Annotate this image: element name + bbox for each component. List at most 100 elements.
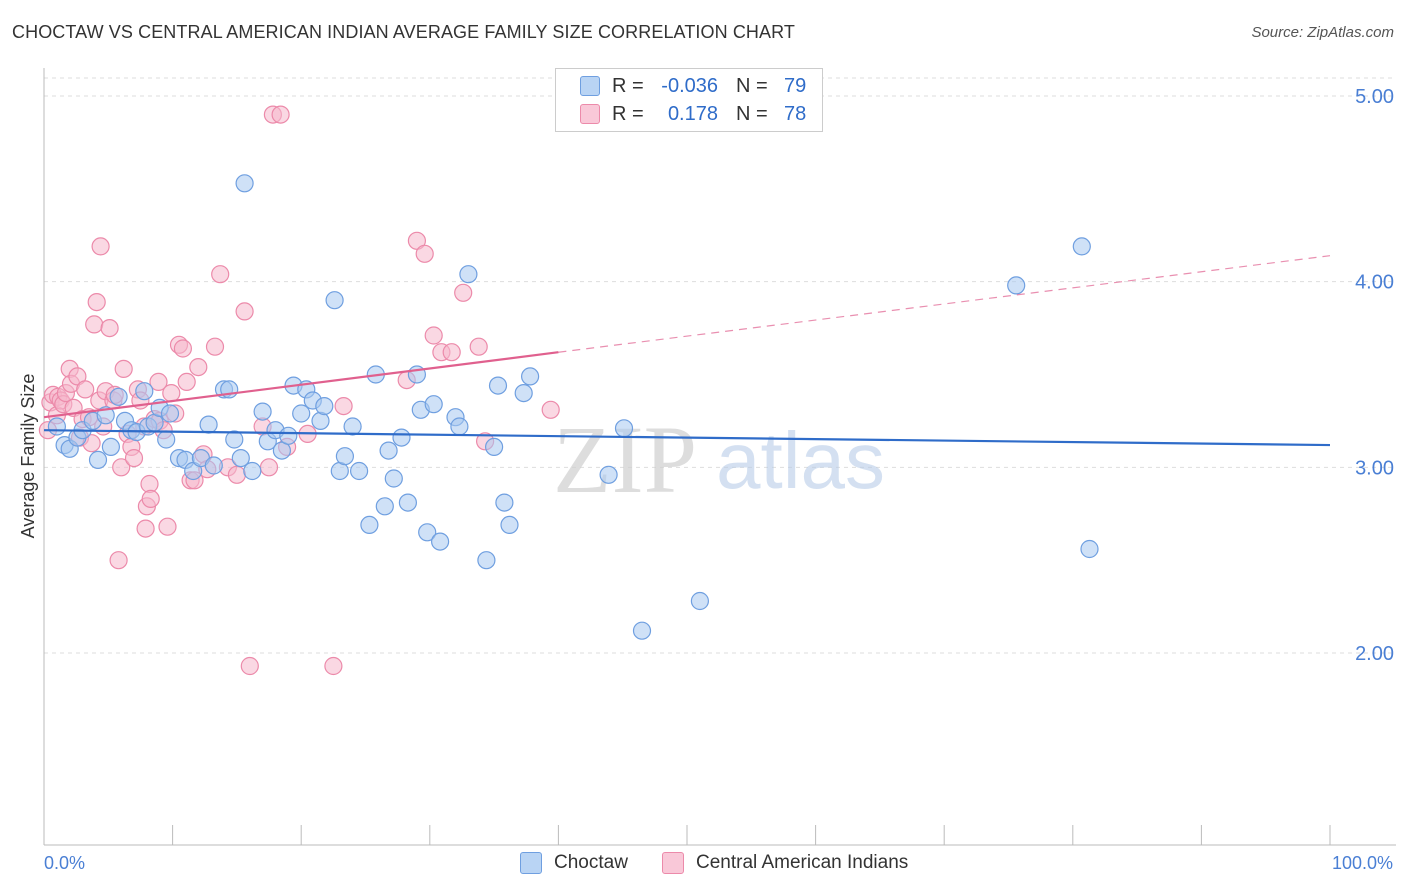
cai-point — [227, 465, 246, 484]
cai-point — [469, 337, 488, 356]
cai-point — [91, 237, 110, 256]
cai-point — [158, 517, 177, 536]
choctaw-point — [450, 417, 469, 436]
legend-row-choctaw: R = -0.036 N = 79 — [580, 73, 806, 99]
axes — [43, 68, 1396, 846]
choctaw-point — [1072, 237, 1091, 256]
legend-r-value: 0.178 — [667, 102, 718, 125]
cai-point — [76, 380, 95, 399]
choctaw-point — [160, 404, 180, 423]
choctaw-point — [375, 497, 394, 516]
y-tick-label: 3.00 — [1355, 457, 1394, 479]
choctaw-point — [253, 402, 272, 421]
watermark: ZIP atlas — [553, 406, 885, 513]
cai-point — [114, 359, 133, 378]
data-points — [38, 105, 1099, 676]
cai-point — [541, 400, 560, 419]
choctaw-point — [311, 411, 330, 430]
choctaw-point — [459, 265, 478, 284]
choctaw-point — [101, 437, 121, 456]
choctaw-point — [235, 174, 254, 193]
choctaw-point — [335, 447, 354, 466]
choctaw-point — [398, 493, 417, 512]
legend-row-cai: R = 0.178 N = 78 — [580, 101, 806, 127]
cai-point — [424, 326, 443, 345]
cai-point — [100, 319, 119, 338]
cai-point — [189, 358, 208, 377]
choctaw-point — [520, 367, 540, 386]
choctaw-point — [199, 415, 218, 434]
choctaw-point — [477, 551, 496, 570]
choctaw-point — [292, 404, 311, 423]
choctaw-point — [204, 456, 223, 475]
cai-trend-extension — [558, 255, 1331, 353]
grid-lines — [44, 77, 1396, 654]
choctaw-point — [514, 384, 533, 403]
axis-labels: 2.00 3.00 4.00 5.00 0.0% 100.0% Average Family… — [18, 86, 1394, 873]
choctaw-trend-line — [43, 429, 1331, 447]
cai-point — [124, 449, 144, 468]
choctaw-point — [231, 449, 250, 468]
choctaw-point — [325, 291, 344, 310]
cai-point — [259, 458, 279, 477]
cai-point — [454, 283, 473, 302]
choctaw-point — [418, 523, 437, 542]
chart-title: CHOCTAW VS CENTRAL AMERICAN INDIAN AVERA… — [12, 22, 795, 42]
cai-point — [112, 458, 131, 477]
stats-legend: R = -0.036 N = 79 R = 0.178 N = 78 — [555, 68, 823, 132]
cai-point — [442, 343, 461, 362]
y-tick-label: 5.00 — [1355, 86, 1394, 108]
x-tick-label: 0.0% — [44, 853, 85, 873]
choctaw-point — [1080, 539, 1099, 559]
y-tick-label: 2.00 — [1355, 643, 1394, 665]
choctaw-point — [690, 591, 710, 611]
choctaw-legend-swatch — [520, 852, 542, 874]
cai-point — [240, 656, 259, 676]
legend-label-choctaw: Choctaw — [554, 852, 628, 873]
choctaw-point — [488, 376, 508, 395]
choctaw-point — [485, 437, 504, 456]
cai-point — [334, 397, 353, 416]
choctaw-point — [47, 417, 67, 436]
choctaw-point — [599, 465, 618, 484]
cai-point — [177, 372, 196, 391]
cai-point — [271, 105, 290, 124]
y-axis-label: Average Family Size — [18, 374, 38, 539]
choctaw-point — [157, 430, 176, 449]
choctaw-point — [343, 417, 362, 436]
choctaw-point — [350, 461, 369, 481]
legend-item-cai: Central American Indians — [662, 852, 908, 874]
choctaw-point — [279, 426, 298, 445]
legend-r-label: R = — [612, 102, 644, 125]
legend-label-cai: Central American Indians — [696, 852, 909, 873]
cai-point — [149, 372, 168, 391]
choctaw-point — [495, 493, 514, 512]
cai-trend-line — [43, 351, 559, 419]
choctaw-point — [88, 450, 108, 469]
choctaw-point — [360, 515, 379, 535]
legend-n-value: 79 — [784, 74, 807, 97]
cai-point — [136, 519, 155, 538]
cai-point — [87, 293, 106, 312]
legend-n-value: 78 — [784, 102, 807, 125]
choctaw-point — [225, 430, 244, 449]
choctaw-point — [109, 387, 128, 406]
cai-legend-swatch — [662, 852, 684, 874]
legend-r-label: R = — [612, 74, 644, 97]
choctaw-point — [632, 621, 652, 640]
choctaw-point — [392, 428, 411, 447]
cai-point — [109, 551, 128, 570]
cai-swatch — [580, 104, 600, 124]
series-legend: Choctaw Central American Indians — [0, 852, 1406, 878]
cai-point — [205, 337, 225, 356]
source-credit: Source: ZipAtlas.com — [1251, 24, 1394, 41]
legend-item-choctaw: Choctaw — [520, 852, 628, 874]
choctaw-point — [315, 397, 334, 416]
cai-point — [211, 265, 230, 284]
cai-point — [141, 489, 160, 508]
x-tick-label: 100.0% — [1332, 853, 1393, 873]
choctaw-point — [614, 419, 634, 438]
choctaw-point — [243, 461, 262, 481]
cai-point — [324, 656, 343, 676]
